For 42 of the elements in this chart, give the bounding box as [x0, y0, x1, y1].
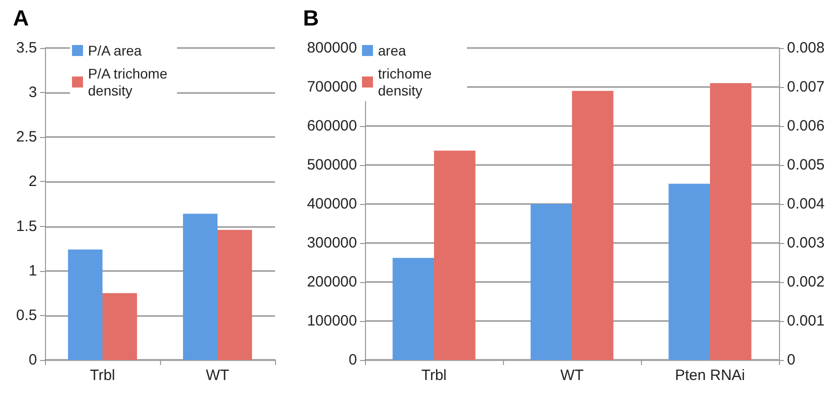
bar [434, 150, 476, 360]
x-tick-label: WT [560, 367, 584, 384]
bar [218, 230, 252, 360]
y-tick-label: 600000 [306, 118, 357, 134]
y-tick-label: 3.5 [16, 40, 37, 56]
y-tick-label: 3 [28, 84, 37, 102]
y2-tick-label: 0.007 [787, 78, 825, 96]
bar [183, 214, 218, 360]
y2-tick-label: 0.001 [787, 312, 825, 330]
y-tick-label: 200000 [306, 274, 357, 290]
legend-label: P/A area [88, 42, 142, 58]
y2-tick-label: 0 [787, 352, 796, 368]
bar [68, 249, 102, 360]
bar [102, 293, 137, 360]
x-tick-label: WT [206, 367, 230, 384]
y-tick-label: 1.5 [16, 218, 37, 235]
y-tick-label: 500000 [306, 156, 357, 174]
y2-tick-label: 0.005 [787, 156, 825, 174]
y-tick-label: 0.5 [16, 306, 37, 324]
legend-label: area [378, 42, 406, 58]
y-tick-label: 400000 [306, 196, 357, 212]
y2-tick-label: 0.008 [787, 40, 825, 56]
y-tick-label: 700000 [306, 78, 357, 96]
y-tick-label: 1 [28, 262, 37, 280]
y-tick-label: 100000 [306, 312, 357, 330]
x-tick-label: Trbl [90, 367, 116, 384]
x-tick-label: Pten RNAi [674, 367, 746, 384]
y2-tick-label: 0.004 [787, 196, 825, 212]
x-tick-label: Trbl [421, 367, 447, 384]
chart-title: B [303, 6, 319, 30]
y2-tick-label: 0.006 [787, 118, 825, 134]
chart-title: A [13, 6, 29, 30]
y2-tick-label: 0.002 [787, 274, 825, 290]
legend-label: P/A trichome density [88, 66, 172, 98]
y-tick-label: 800000 [306, 40, 357, 56]
y-tick-label: 0 [348, 352, 357, 368]
y-tick-label: 300000 [306, 234, 357, 252]
y2-tick-label: 0.003 [787, 234, 825, 252]
y-tick-label: 0 [28, 352, 37, 368]
y-tick-label: 2.5 [16, 128, 37, 146]
y-tick-label: 2 [28, 173, 37, 190]
legend-label: trichome density [378, 66, 436, 98]
